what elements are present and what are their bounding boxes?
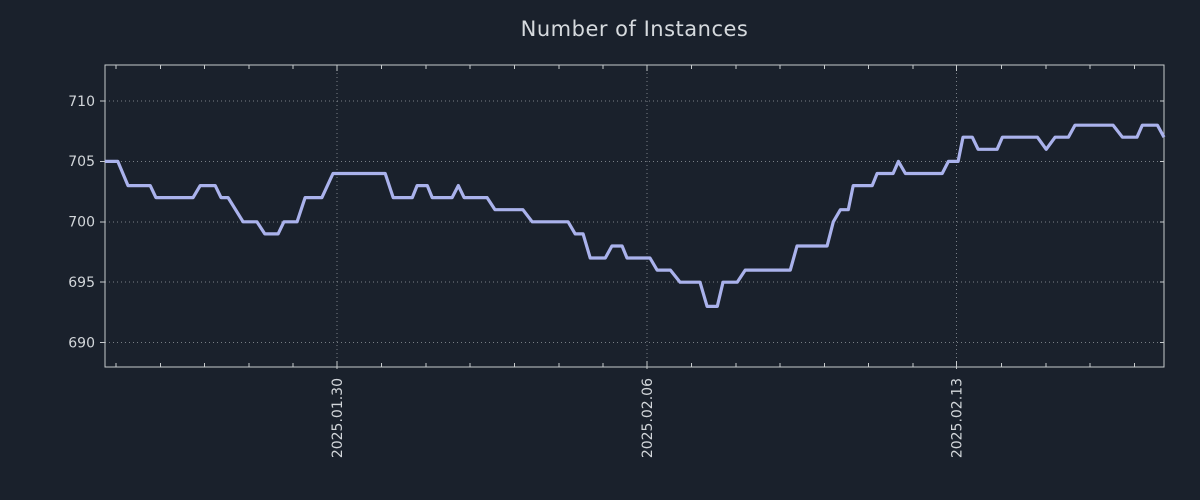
y-tick-label: 705 xyxy=(68,154,95,170)
plot-frame xyxy=(104,64,1165,368)
y-tick-label: 710 xyxy=(68,94,95,110)
y-tick-label: 690 xyxy=(68,335,95,351)
x-tick-label: 2025.01.30 xyxy=(330,378,346,458)
y-tick-label: 695 xyxy=(68,275,95,291)
x-tick-label: 2025.02.13 xyxy=(949,378,965,458)
series-line-instances xyxy=(105,123,1166,308)
chart-title: Number of Instances xyxy=(520,17,749,41)
y-tick-label: 700 xyxy=(68,215,95,231)
x-tick-label: 2025.02.06 xyxy=(640,378,656,458)
